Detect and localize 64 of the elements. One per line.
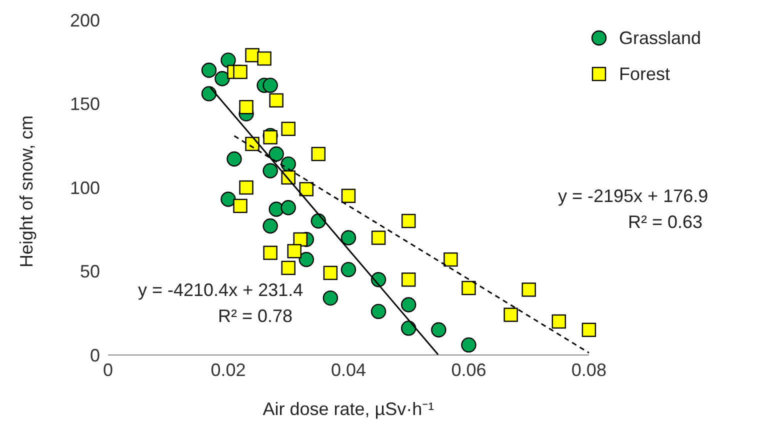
y-tick-label: 50 (80, 262, 100, 282)
x-tick-label: 0 (102, 360, 114, 380)
x-axis-title: Air dose rate, µSv·h⁻¹ (262, 399, 434, 419)
annotation: y = -2195x + 176.9 (558, 186, 708, 207)
point (281, 122, 296, 136)
point (340, 262, 356, 278)
y-tick-label: 100 (70, 178, 100, 198)
point (322, 290, 338, 306)
point (504, 308, 518, 322)
point (299, 182, 314, 196)
text: R² = 0.63 (628, 212, 703, 233)
point (262, 78, 278, 93)
y-tick-label: 0 (90, 345, 100, 366)
point (233, 64, 248, 80)
point (444, 252, 458, 267)
point (323, 266, 338, 280)
point (269, 93, 284, 108)
legend-label: Grassland (618, 26, 701, 50)
point (263, 246, 278, 260)
point (262, 163, 278, 178)
x-tick-label: 0.08 (571, 360, 606, 380)
point (582, 322, 596, 337)
point (341, 188, 356, 203)
point (280, 200, 296, 216)
y-tick-label: 200 (70, 10, 100, 30)
point (431, 322, 446, 338)
point (552, 314, 566, 329)
y-tick-label: 150 (70, 94, 100, 114)
annotation: R² = 0.78 (218, 306, 293, 327)
point (201, 86, 217, 102)
point (461, 337, 476, 353)
point (262, 218, 278, 234)
point (201, 62, 217, 78)
x-tick-label: 0.02 (210, 360, 246, 380)
point (220, 52, 236, 68)
point (401, 272, 416, 287)
point (371, 230, 386, 245)
x-tick-label: 0.06 (451, 360, 486, 380)
point (226, 151, 242, 167)
point (280, 156, 296, 172)
y-axis-title: Height of snow, cm (16, 115, 36, 268)
point (233, 198, 248, 214)
point (298, 252, 314, 268)
legend-label: Forest (618, 62, 671, 86)
point (370, 304, 386, 320)
point (268, 146, 284, 162)
point (462, 280, 476, 296)
point (263, 130, 278, 144)
point (239, 100, 254, 114)
point (400, 320, 416, 336)
point (220, 192, 236, 207)
point (340, 230, 356, 246)
point (257, 51, 272, 66)
point (400, 297, 416, 312)
annotation: y = -4210.4x + 231.4 (138, 280, 304, 301)
point (311, 146, 326, 162)
point (239, 180, 254, 195)
point (401, 214, 416, 228)
x-tick-label: 0.04 (330, 360, 366, 380)
point (268, 202, 284, 217)
point (522, 282, 536, 297)
point (281, 260, 296, 275)
point (214, 71, 230, 86)
point (287, 244, 302, 258)
